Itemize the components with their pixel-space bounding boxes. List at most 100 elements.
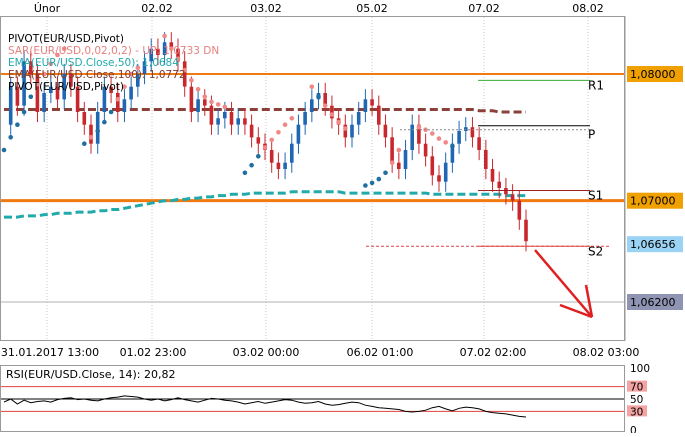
rsi-tick-label: 0 bbox=[630, 425, 637, 433]
rsi-tick-label: 30 bbox=[630, 406, 643, 418]
candle-body bbox=[524, 219, 528, 242]
sar-dot bbox=[202, 94, 208, 100]
candle-body bbox=[390, 137, 394, 163]
sar-dot bbox=[8, 135, 13, 140]
candle-body bbox=[504, 188, 508, 195]
price-label-box bbox=[627, 294, 683, 310]
candle-body bbox=[269, 150, 274, 163]
sar-dot bbox=[21, 109, 27, 115]
candle-body bbox=[55, 86, 60, 100]
candle-body bbox=[430, 156, 435, 176]
candle-body bbox=[229, 112, 234, 125]
sar-dot bbox=[102, 119, 107, 125]
candle-body bbox=[377, 105, 381, 125]
candle-body bbox=[290, 143, 294, 163]
candle-body bbox=[417, 124, 421, 144]
rsi-tick-label: 50 bbox=[630, 394, 643, 406]
sar-dot bbox=[1, 147, 7, 153]
sar-dot bbox=[389, 160, 395, 165]
sar-dot bbox=[436, 136, 442, 141]
sar-dot bbox=[48, 61, 54, 67]
candle-body bbox=[470, 127, 475, 138]
price-label: 1,06200 bbox=[630, 296, 676, 309]
top-date-label: 03.02 bbox=[250, 2, 282, 15]
candle-body bbox=[22, 61, 26, 106]
sar-dot bbox=[88, 135, 94, 140]
candle-body bbox=[343, 124, 348, 138]
sar-dot bbox=[222, 104, 228, 110]
sar-dot bbox=[135, 65, 141, 70]
top-date-label: 02.02 bbox=[141, 2, 173, 15]
candle-body bbox=[497, 181, 501, 188]
candle-body bbox=[8, 86, 13, 125]
top-date-label: 08.02 bbox=[572, 2, 604, 15]
candle-body bbox=[256, 137, 261, 144]
sar-dot bbox=[15, 122, 20, 127]
candle-body bbox=[410, 124, 414, 150]
legend-entry: EMA(EUR/USD.Close,100): 1,0772 bbox=[8, 69, 186, 81]
candle-body bbox=[484, 150, 488, 169]
sar-dot bbox=[128, 71, 134, 77]
pivot-label-s2: S2 bbox=[588, 244, 603, 258]
sar-dot bbox=[282, 122, 288, 127]
candle-body bbox=[303, 112, 307, 125]
candle-body bbox=[310, 99, 314, 112]
sar-dot bbox=[35, 81, 40, 87]
candle-body bbox=[82, 112, 87, 125]
candle-body bbox=[35, 74, 40, 112]
sar-dot bbox=[249, 162, 254, 168]
sar-dot bbox=[443, 140, 449, 145]
sar-dot bbox=[396, 147, 402, 153]
candle-body bbox=[363, 99, 368, 112]
price-label: 1,06656 bbox=[630, 238, 676, 251]
legend-entry: PIVOT(EUR/USD,Pivot) bbox=[8, 81, 124, 93]
sar-dot bbox=[343, 126, 348, 131]
candle-body bbox=[162, 42, 167, 55]
candle-body bbox=[136, 74, 140, 87]
time-axis-label: 07.02 02:00 bbox=[460, 346, 527, 359]
sar-dot bbox=[41, 71, 47, 77]
sar-dot bbox=[169, 46, 174, 51]
candle-body bbox=[196, 99, 200, 112]
candle-body bbox=[397, 162, 401, 169]
pivot-label-s1: S1 bbox=[588, 189, 603, 203]
candle-body bbox=[75, 86, 80, 112]
legend-entry: EMA(EUR/USD.Close,50): 1,0684 bbox=[8, 57, 179, 69]
candle-body bbox=[437, 175, 441, 182]
candle-body bbox=[323, 93, 327, 106]
sar-dot bbox=[182, 67, 187, 73]
sar-dot bbox=[336, 119, 341, 125]
candle-body bbox=[95, 112, 100, 144]
candle-body bbox=[69, 74, 73, 87]
candle-body bbox=[169, 42, 174, 49]
candle-body bbox=[477, 137, 481, 150]
projection-arrow-shaft bbox=[534, 249, 593, 318]
sar-dot bbox=[430, 131, 435, 136]
candle-body bbox=[296, 124, 301, 144]
candle-body bbox=[129, 86, 133, 100]
candle-body bbox=[109, 86, 113, 93]
candle-body bbox=[89, 124, 93, 144]
sar-dot bbox=[383, 170, 388, 176]
candle-body bbox=[156, 48, 160, 55]
candle-body bbox=[510, 194, 515, 201]
top-date-label: 05.02 bbox=[356, 2, 388, 15]
legend-entry: PIVOT(EUR/USD,Pivot) bbox=[8, 33, 124, 45]
candle-body bbox=[423, 143, 428, 157]
projection-arrow-head-right bbox=[584, 284, 594, 318]
top-date-label: Únor bbox=[34, 2, 61, 15]
candle-body bbox=[176, 48, 180, 62]
sar-dot bbox=[175, 56, 181, 62]
candle-body bbox=[149, 48, 153, 62]
sar-dot bbox=[276, 130, 281, 135]
candle-body bbox=[216, 118, 220, 125]
sar-dot bbox=[108, 109, 114, 115]
price-label: 1,07000 bbox=[630, 195, 676, 208]
sar-dot bbox=[289, 116, 295, 121]
candle-body bbox=[116, 93, 120, 112]
rsi-label: RSI(EUR/USD.Close, 14): 20,82 bbox=[6, 368, 175, 381]
sar-dot bbox=[316, 94, 321, 100]
price-label: 1,08000 bbox=[630, 68, 676, 81]
candle-body bbox=[15, 86, 20, 106]
sar-dot bbox=[115, 97, 121, 102]
